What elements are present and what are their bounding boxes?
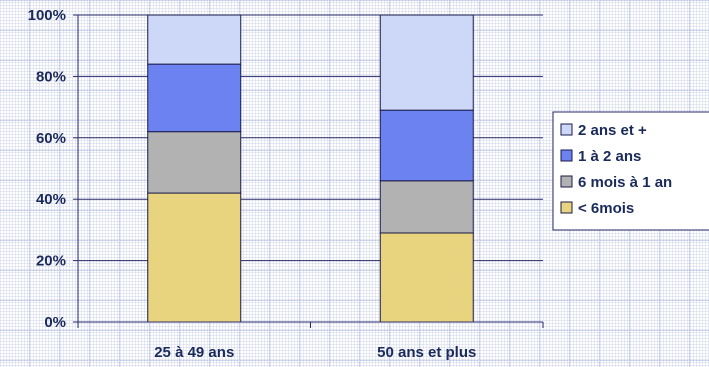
y-tick-label: 60% xyxy=(36,130,66,147)
legend-swatch xyxy=(560,123,573,136)
legend-swatch xyxy=(560,149,573,162)
y-tick-label: 80% xyxy=(36,68,66,85)
bar-segment xyxy=(379,180,474,234)
legend-label: < 6mois xyxy=(578,200,634,217)
bar-segment xyxy=(147,131,242,194)
y-tick-label: 100% xyxy=(28,7,66,24)
legend-box xyxy=(552,111,709,231)
x-category-label: 25 à 49 ans xyxy=(154,344,234,361)
y-tick-label: 20% xyxy=(36,253,66,270)
y-tick-labels: 0% 20% 40% 60% 80% 100% xyxy=(28,7,66,331)
bar-segment xyxy=(379,14,474,111)
bar-segment xyxy=(379,109,474,182)
x-category-label: 50 ans et plus xyxy=(377,344,476,361)
legend-label: 1 à 2 ans xyxy=(578,148,641,165)
bar-segment xyxy=(379,232,474,323)
y-tick-label: 40% xyxy=(36,191,66,208)
legend-swatch xyxy=(560,175,573,188)
bar-segment xyxy=(147,63,242,133)
y-tick-label: 0% xyxy=(44,314,66,331)
bar-segment xyxy=(147,192,242,323)
axes xyxy=(73,14,544,328)
legend-label: 6 mois à 1 an xyxy=(578,174,672,191)
bars xyxy=(147,14,474,323)
legend-label: 2 ans et + xyxy=(578,122,647,139)
bar-segment xyxy=(147,14,242,65)
legend-swatch xyxy=(560,201,573,214)
x-category-labels: 25 à 49 ans 50 ans et plus xyxy=(154,344,476,361)
legend: 2 ans et + 1 à 2 ans 6 mois à 1 an < 6mois xyxy=(552,111,709,231)
